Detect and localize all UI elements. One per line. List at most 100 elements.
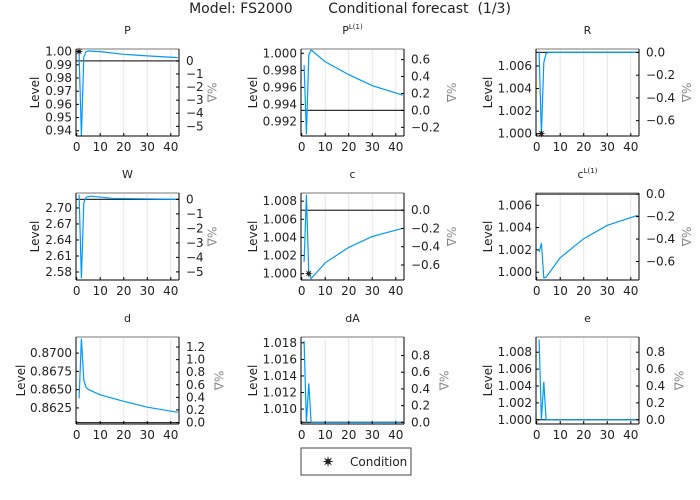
y2-tick-label: 0.0 [411, 103, 430, 117]
x-tick-label: 0 [73, 428, 81, 442]
x-tick-label: 0 [533, 140, 541, 154]
y2-tick-label: 0.4 [186, 390, 205, 404]
y2-tick-label: −0.4 [411, 240, 440, 254]
y-tick-label: 0.99 [45, 58, 72, 72]
y-tick-label: 1.000 [498, 413, 532, 427]
legend: ✷ Condition [300, 447, 412, 476]
y2-tick-label: −2 [186, 221, 204, 235]
panel-title-superscript: L(1) [349, 23, 363, 31]
y-tick-label: 1.012 [263, 386, 297, 400]
y-axis-label: Level [481, 221, 495, 253]
x-tick-label: 40 [163, 140, 178, 154]
y2-tick-label: 1.0 [186, 353, 205, 367]
panel-e: e 0 10 20 30 40 1.000 1.002 1.004 1.006 1.008Level… [481, 312, 686, 442]
y-tick-label: 0.994 [263, 97, 297, 111]
y-axis-label: Level [481, 365, 495, 397]
y2-tick-label: 0.6 [411, 365, 430, 379]
y2-tick-label: 0.6 [186, 378, 205, 392]
y2-tick-label: 1.2 [186, 340, 205, 354]
x-tick-label: 40 [163, 428, 178, 442]
panel-W: W0 10 20 30 402.582.612.642.672.70Level0−1−2… [28, 168, 218, 298]
forecast-line [538, 339, 638, 421]
y2-tick-label: 0.4 [411, 382, 430, 396]
y2-tick-label: −1 [186, 67, 204, 81]
legend-star-icon: ✷ [322, 453, 335, 471]
y2-tick-label: 0.2 [411, 86, 430, 100]
x-tick-label: 0 [533, 428, 541, 442]
y2-tick-label: −5 [186, 265, 204, 279]
y-tick-label: 1.010 [263, 402, 297, 416]
x-tick-label: 30 [365, 284, 380, 298]
y2-tick-label: 0.0 [646, 187, 665, 201]
y-tick-label: 1.000 [263, 46, 297, 60]
panel-c: c ✷ 0 10 20 30 40 1.000 1.002 1.004 1.006 1.008Leve… [246, 168, 458, 298]
y-tick-label: 1.002 [498, 396, 532, 410]
y2-tick-label: −0.6 [411, 258, 440, 272]
y2-tick-label: −4 [186, 106, 204, 120]
y2-axis-label: %Δ [679, 83, 693, 103]
x-tick-label: 20 [576, 284, 591, 298]
y-tick-label: 1.006 [263, 212, 297, 226]
y-tick-label: 1.004 [498, 82, 532, 96]
y2-tick-label: 0.2 [411, 399, 430, 413]
y-tick-label: 0.8700 [30, 346, 72, 360]
y-tick-label: 2.70 [45, 201, 72, 215]
y2-tick-label: −5 [186, 119, 204, 133]
y2-tick-label: −3 [186, 236, 204, 250]
x-tick-label: 10 [553, 428, 568, 442]
panel-title: PL(1) [342, 23, 363, 37]
y-tick-label: 2.58 [45, 265, 72, 279]
x-tick-label: 30 [365, 140, 380, 154]
y2-tick-label: −0.4 [646, 91, 675, 105]
y-axis-label: Level [28, 77, 42, 109]
x-tick-label: 20 [576, 140, 591, 154]
y2-tick-label: 0.2 [186, 403, 205, 417]
y-tick-label: 0.95 [45, 111, 72, 125]
x-tick-label: 20 [116, 140, 131, 154]
y-axis-label: Level [246, 77, 260, 109]
x-tick-label: 20 [116, 428, 131, 442]
y2-axis-label: %Δ [679, 227, 693, 247]
x-tick-label: 0 [298, 428, 306, 442]
x-tick-label: 10 [318, 428, 333, 442]
y-tick-label: 0.98 [45, 71, 72, 85]
panel-title: dA [345, 312, 360, 325]
x-tick-label: 20 [341, 284, 356, 298]
x-tick-label: 30 [600, 284, 615, 298]
y2-tick-label: −0.6 [646, 255, 675, 269]
y2-tick-label: 0.0 [646, 45, 665, 59]
y-tick-label: 1.002 [263, 249, 297, 263]
y-axis-label: Level [481, 77, 495, 109]
figure-title: Model: FS2000 Conditional forecast (1/3) [189, 1, 511, 17]
forecast-line [78, 338, 178, 413]
y2-tick-label: 0.0 [411, 415, 430, 429]
x-tick-label: 30 [365, 428, 380, 442]
y-tick-label: 1.004 [498, 221, 532, 235]
y2-tick-label: −0.2 [646, 68, 675, 82]
forecast-line [303, 48, 403, 135]
panel-dA: dA 0 10 20 30 40 1.010 1.012 1.014 1.016 1.018 Leve… [246, 312, 451, 442]
y-tick-label: 1.004 [263, 230, 297, 244]
y-tick-label: 0.996 [263, 80, 297, 94]
x-tick-label: 40 [623, 284, 638, 298]
y-tick-label: 1.006 [498, 59, 532, 73]
y2-tick-label: −1 [186, 207, 204, 221]
x-tick-label: 10 [93, 428, 108, 442]
forecast-line [78, 50, 178, 137]
y2-tick-label: 0.4 [646, 379, 665, 393]
forecast-line [538, 51, 638, 135]
x-tick-label: 30 [140, 428, 155, 442]
panel-title: W [122, 168, 133, 181]
y-tick-label: 0.8625 [30, 401, 72, 415]
y2-axis-label: %Δ [672, 371, 686, 391]
legend-box [300, 447, 412, 476]
x-tick-label: 10 [553, 284, 568, 298]
x-tick-label: 40 [388, 140, 403, 154]
forecast-line [538, 214, 638, 279]
panel-P-lag: PL(1) 0 10 20 30 40 0.992 0.994 0.996 0.998 1.000 L… [246, 23, 458, 154]
panel-title: e [584, 312, 591, 325]
y2-tick-label: 0.0 [411, 203, 430, 217]
y-tick-label: 1.016 [263, 352, 297, 366]
